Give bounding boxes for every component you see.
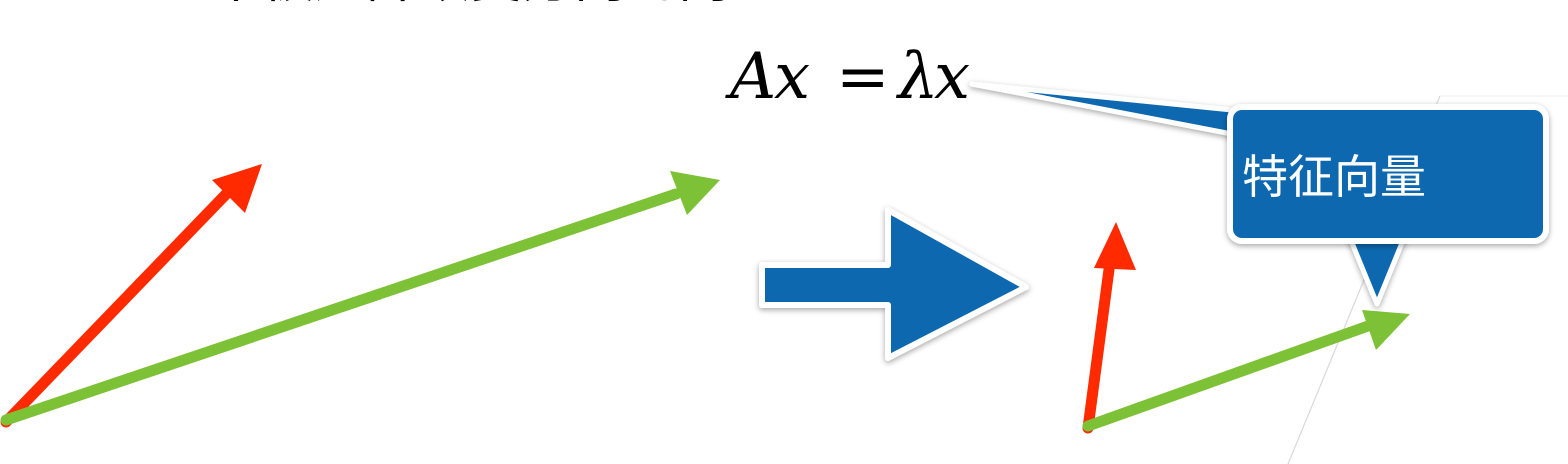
- equation-A: A: [725, 40, 776, 114]
- transform-arrow: [759, 207, 1029, 361]
- eigenvector-callout: 特征向量: [1227, 104, 1549, 244]
- green-vector-transformed: [1082, 310, 1410, 432]
- red-vector-transformed: [1082, 222, 1136, 434]
- equation-x-left: x: [774, 40, 810, 114]
- top-caption: 不被矩阵改变方向的向量: [210, 0, 782, 10]
- red-vector-original: [0, 164, 262, 428]
- callout-label: 特征向量: [1242, 150, 1426, 204]
- equation-lambda: λ: [895, 40, 939, 114]
- callout-pointer-equation: [969, 81, 1235, 137]
- green-vector-original: [0, 171, 720, 426]
- equation: A x = λ x: [725, 40, 970, 114]
- equation-equals: =: [836, 40, 890, 114]
- equation-x-right: x: [934, 40, 970, 114]
